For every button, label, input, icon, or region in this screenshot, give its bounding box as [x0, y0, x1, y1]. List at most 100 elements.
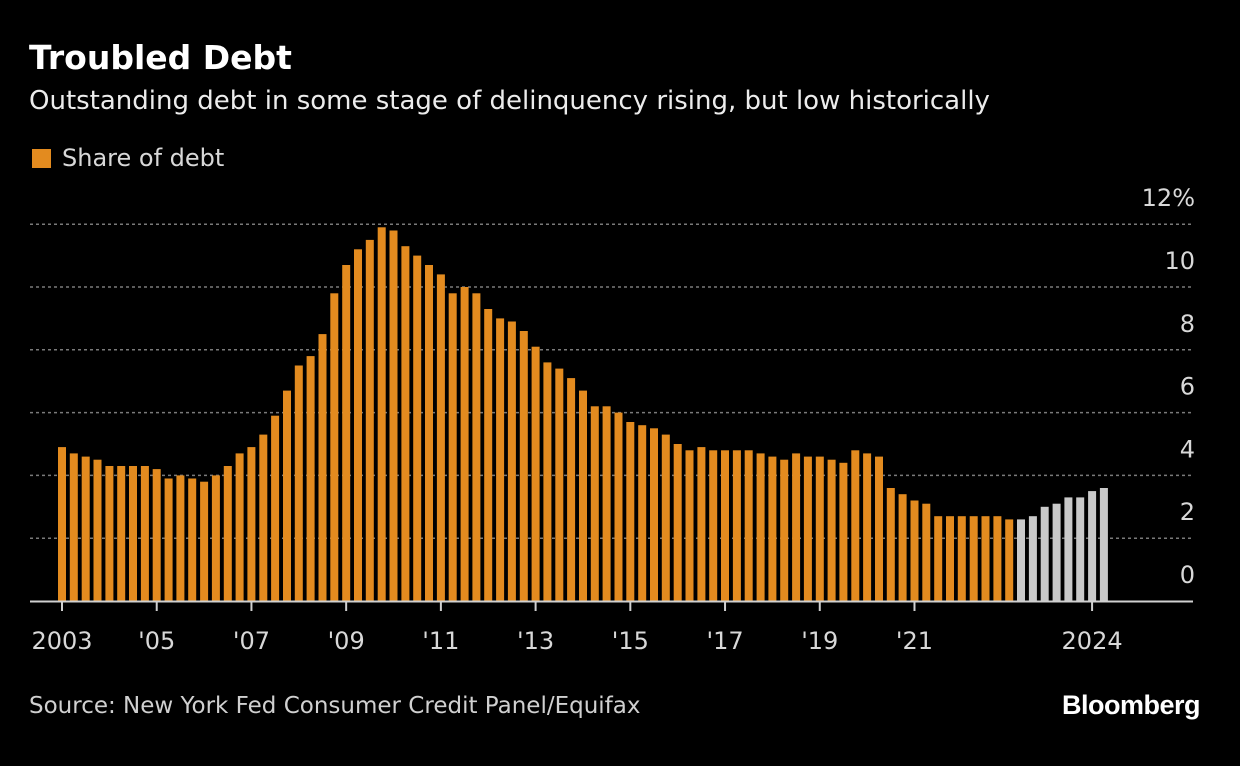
bar: [164, 478, 173, 601]
x-tick-label: '21: [896, 627, 933, 655]
bar: [851, 450, 860, 601]
x-tick-label: '19: [801, 627, 838, 655]
bar: [211, 475, 220, 601]
source-note: Source: New York Fed Consumer Credit Pan…: [29, 693, 641, 719]
x-tick-label: '11: [422, 627, 459, 655]
y-tick-label: 12%: [1142, 184, 1195, 212]
bar: [579, 390, 587, 601]
bar: [957, 516, 966, 601]
bar: [1088, 491, 1097, 601]
bar: [792, 453, 801, 601]
bar: [1040, 506, 1049, 601]
bar: [318, 334, 327, 601]
bar: [1005, 519, 1014, 601]
bar: [780, 459, 789, 601]
bar: [472, 293, 481, 601]
bar: [543, 362, 552, 601]
bar: [259, 434, 268, 601]
bar: [389, 230, 398, 601]
chart-subtitle: Outstanding debt in some stage of delinq…: [29, 86, 990, 116]
bar: [152, 469, 161, 601]
bar: [1017, 519, 1025, 601]
bar: [176, 475, 185, 601]
y-tick-label: 8: [1180, 310, 1195, 338]
bar: [590, 406, 599, 601]
bar: [1052, 503, 1061, 601]
bar: [484, 309, 493, 601]
y-tick-label: 2: [1180, 498, 1195, 526]
bloomberg-logo: Bloomberg: [1061, 690, 1201, 720]
x-tick-label: 2024: [1062, 627, 1123, 655]
bar: [732, 450, 741, 601]
bar: [934, 516, 943, 601]
bar: [117, 466, 126, 601]
x-tick-label: '05: [138, 627, 175, 655]
bar: [661, 434, 670, 601]
bar: [875, 456, 883, 601]
bar: [744, 450, 753, 601]
bar: [993, 516, 1002, 601]
bar: [105, 466, 114, 601]
bar: [188, 478, 197, 601]
x-tick-label: '09: [328, 627, 365, 655]
bar: [81, 456, 90, 601]
bar: [946, 516, 954, 601]
bar: [1099, 488, 1108, 601]
x-tick-label: '17: [706, 627, 743, 655]
bar: [910, 500, 919, 601]
bar: [140, 466, 149, 601]
bar: [365, 239, 374, 601]
bar: [626, 422, 635, 601]
bar: [650, 428, 658, 601]
y-tick-label: 10: [1164, 247, 1195, 275]
bar: [1028, 516, 1037, 601]
bar: [886, 488, 895, 601]
bar: [969, 516, 978, 601]
bar: [247, 447, 256, 601]
chart-title: Troubled Debt: [29, 38, 292, 77]
bar: [223, 466, 232, 601]
bar: [425, 265, 433, 601]
bar: [69, 453, 78, 601]
bar: [827, 459, 836, 601]
bar: [283, 390, 291, 601]
bar: [448, 293, 457, 601]
legend-swatch: [32, 148, 51, 168]
y-tick-label: 6: [1180, 373, 1195, 401]
bar: [638, 425, 647, 601]
bar: [721, 450, 729, 601]
x-tick-label: '15: [612, 627, 649, 655]
bar: [460, 287, 469, 601]
bar: [496, 318, 505, 601]
bar: [200, 481, 209, 601]
bar: [306, 356, 315, 601]
bar: [981, 516, 990, 601]
bar: [401, 246, 410, 601]
bar: [815, 456, 824, 601]
bar: [294, 365, 303, 601]
bar: [1076, 497, 1085, 601]
bar: [354, 249, 362, 602]
x-tick-label: '07: [233, 627, 270, 655]
y-tick-label: 4: [1180, 435, 1195, 463]
x-tick-label: '13: [517, 627, 554, 655]
bar: [531, 346, 540, 601]
bar: [839, 462, 848, 601]
bar: [413, 255, 422, 601]
bar: [803, 456, 812, 601]
bar: [555, 368, 564, 601]
bar: [567, 378, 576, 601]
legend-label: Share of debt: [62, 144, 225, 172]
bar: [768, 456, 777, 601]
bar: [898, 494, 907, 601]
bar: [377, 227, 386, 602]
bar: [697, 447, 706, 601]
bar: [756, 453, 765, 601]
bar: [1064, 497, 1073, 601]
bar: [129, 466, 137, 601]
bar: [271, 415, 280, 601]
bar: [93, 459, 102, 601]
bar: [614, 412, 623, 601]
bar: [58, 447, 66, 601]
